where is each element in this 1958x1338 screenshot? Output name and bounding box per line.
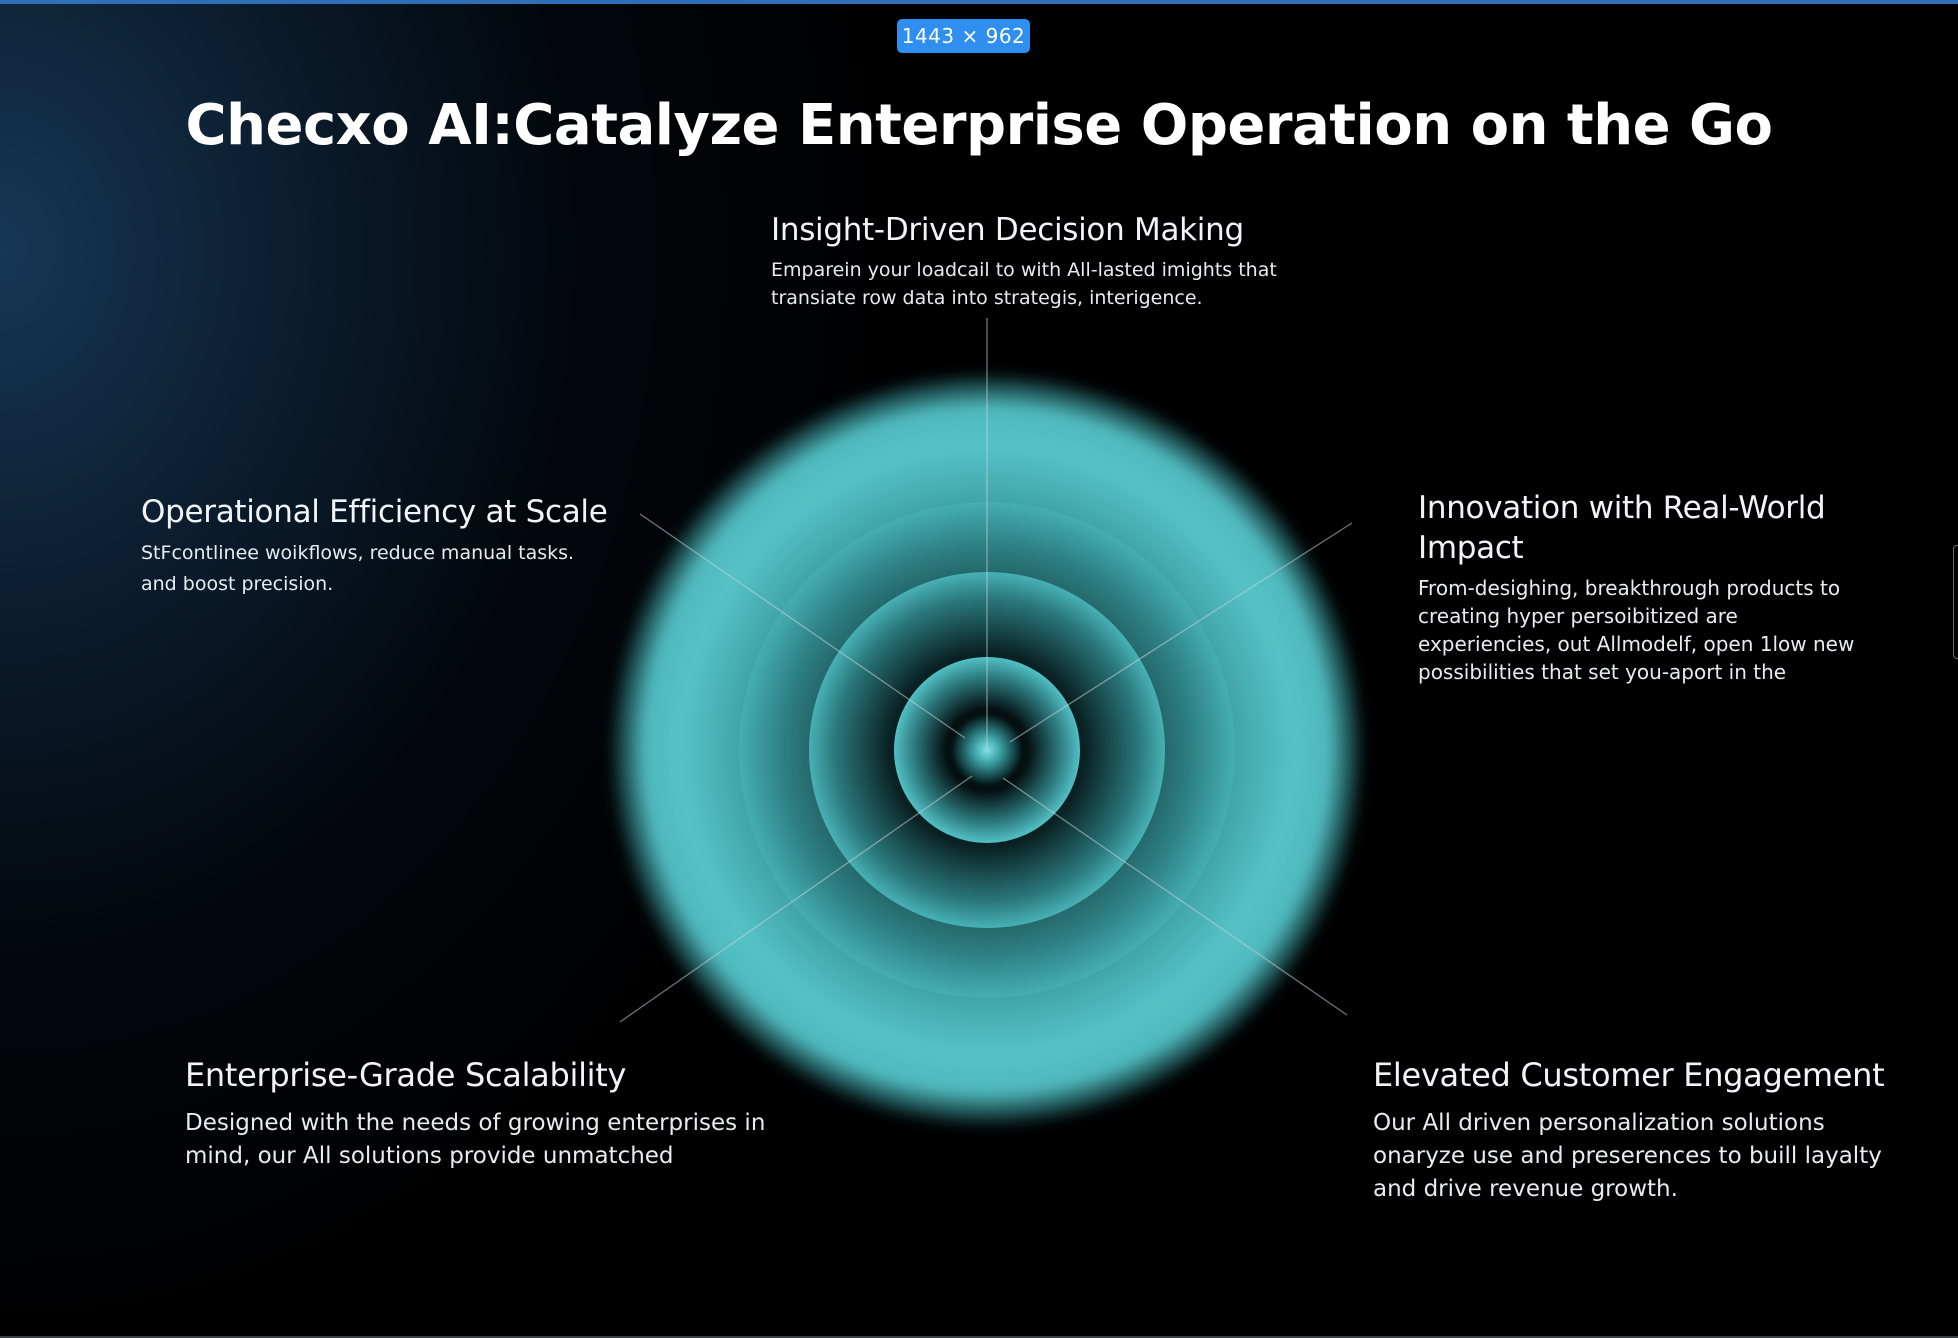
feature-innovation-desc-line: From-desighing, breakthrough products to — [1418, 576, 1841, 600]
feature-operational-desc-line: StFcontlinee woikflows, reduce manual ta… — [141, 542, 575, 564]
bottom-divider — [0, 1336, 1958, 1338]
feature-operational-title: Operational Efficiency at Scale — [141, 494, 608, 530]
feature-innovation: Innovation with Real-World Impact From-d… — [1418, 488, 1898, 686]
feature-insight-desc: Emparein your loadcail to with All-laste… — [771, 256, 1331, 312]
feature-scalability-title: Enterprise-Grade Scalability — [185, 1056, 627, 1094]
feature-innovation-desc-line: possibilities that set you-aport in the — [1418, 660, 1787, 684]
feature-operational-desc-line: and boost precision. — [141, 573, 334, 595]
feature-engagement-desc-line: onaryze use and preserences to buill lay… — [1373, 1143, 1882, 1169]
feature-innovation-desc: From-desighing, breakthrough products to… — [1418, 574, 1898, 686]
feature-operational-desc: StFcontlinee woikflows, reduce manual ta… — [141, 538, 661, 600]
connector-line-innovation — [1009, 522, 1353, 743]
connector-line-operational — [639, 513, 966, 739]
feature-insight: Insight-Driven Decision Making Emparein … — [771, 210, 1331, 312]
connector-line-scalability — [619, 775, 973, 1023]
dimension-badge: 1443 × 962 — [897, 19, 1030, 53]
feature-scalability-desc: Designed with the needs of growing enter… — [185, 1107, 785, 1173]
ring-four — [894, 657, 1080, 843]
feature-insight-desc-line: transiate row data into strategis, inter… — [771, 287, 1203, 309]
feature-engagement-title: Elevated Customer Engagement — [1373, 1056, 1885, 1094]
top-accent-line — [0, 0, 1958, 4]
page-title: Checxo AI:Catalyze Enterprise Operation … — [185, 93, 1773, 158]
feature-insight-title: Insight-Driven Decision Making — [771, 212, 1244, 248]
feature-engagement: Elevated Customer Engagement Our All dri… — [1373, 1055, 1933, 1206]
feature-innovation-desc-line: creating hyper persoibitized are — [1418, 604, 1738, 628]
feature-insight-desc-line: Emparein your loadcail to with All-laste… — [771, 259, 1277, 281]
connector-line-engagement — [1002, 777, 1348, 1016]
ring-three — [809, 572, 1165, 928]
ring-core — [947, 710, 1027, 790]
ring-two — [739, 502, 1235, 998]
feature-innovation-title: Innovation with Real-World Impact — [1418, 488, 1898, 568]
outer-ring — [607, 370, 1367, 1130]
feature-engagement-desc-line: and drive revenue growth. — [1373, 1176, 1678, 1202]
side-panel-handle[interactable] — [1953, 545, 1958, 659]
feature-operational: Operational Efficiency at Scale StFcontl… — [141, 492, 661, 600]
feature-scalability-desc-line: Designed with the needs of growing enter… — [185, 1110, 766, 1136]
feature-innovation-desc-line: experiencies, out Allmodelf, open 1low n… — [1418, 632, 1855, 656]
feature-innovation-title-line: Impact — [1418, 530, 1524, 566]
connector-lines — [619, 318, 1353, 1023]
feature-scalability: Enterprise-Grade Scalability Designed wi… — [185, 1055, 785, 1173]
feature-scalability-desc-line: mind, our All solutions provide unmatche… — [185, 1143, 674, 1169]
feature-engagement-desc: Our All driven personalization solutions… — [1373, 1107, 1933, 1206]
feature-innovation-title-line: Innovation with Real-World — [1418, 490, 1826, 526]
feature-engagement-desc-line: Our All driven personalization solutions — [1373, 1110, 1825, 1136]
